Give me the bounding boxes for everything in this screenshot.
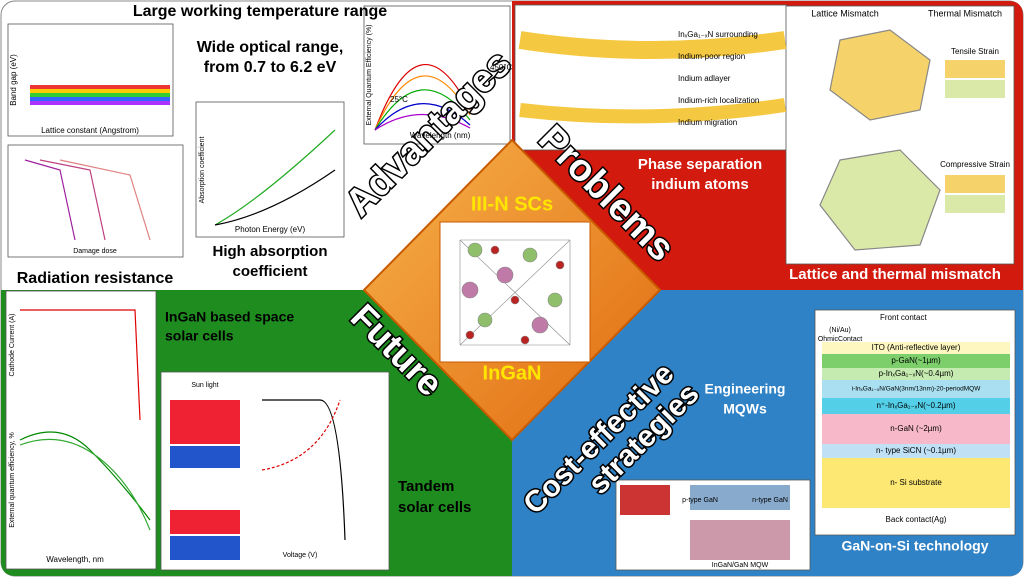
future-item: solar cells [398, 499, 471, 516]
layer-label: i-InₓGa₁₋ₓN/GaN(3nm/13nm)-20-periodMQW [852, 386, 982, 393]
stack-layer [822, 354, 1010, 368]
layer-label: n- type SiCN (~0.1µm) [876, 446, 956, 455]
crystal [459, 239, 571, 346]
panel-title: Tensile Strain [951, 47, 999, 56]
annotation: 25°C [390, 95, 408, 104]
advantage: Radiation resistance [17, 270, 174, 287]
advantage: coefficient [232, 263, 307, 280]
stack-label: (Ni/Au) [829, 327, 851, 334]
axis-label: External Quantum Efficiency (%) [366, 24, 373, 125]
legend-entry: Indium adlayer [678, 74, 731, 83]
problem: Phase separation [638, 156, 762, 173]
axis-label: External quantum efficiency, % [9, 432, 16, 527]
axis-label: Absorption coefficient [199, 137, 206, 204]
mqw-label: InGaN/GaN MQW [712, 562, 769, 569]
axis-label: Wavelength (nm) [410, 131, 471, 140]
legend-entry: Indium-poor region [678, 52, 745, 61]
layer-label: ITO (Anti-reflective layer) [872, 343, 961, 352]
axis-label: Band gap (eV) [9, 54, 18, 106]
advantage: Large working temperature range [133, 3, 387, 20]
future-item: Tandem [398, 478, 454, 495]
stack-layer [822, 414, 1010, 444]
axis-label: Lattice constant (Angstrom) [41, 126, 139, 135]
layer-label: n-GaN (~2µm) [890, 424, 942, 433]
mqw-label: n-type GaN [752, 497, 788, 504]
strategy: Engineering [705, 381, 786, 397]
future-item: solar cells [165, 328, 234, 344]
problem: indium atoms [651, 176, 749, 193]
mqw-label: p-type GaN [682, 497, 718, 504]
advantage: Wide optical range, [197, 39, 344, 56]
stack-layer [822, 444, 1010, 458]
stack-layer [822, 380, 1010, 398]
annotation: Sun light [191, 382, 218, 389]
layer-label: p-GaN(~1µm) [891, 356, 941, 365]
axis-label: Cathode Current (A) [9, 313, 16, 376]
layer-label: n- Si substrate [890, 478, 942, 487]
advantage: from 0.7 to 6.2 eV [204, 59, 337, 76]
strategy: GaN-on-Si technology [842, 538, 989, 554]
stack-label: Front contact [880, 313, 927, 322]
advantage: High absorption [213, 243, 328, 260]
axis-label: Damage dose [73, 248, 117, 255]
legend-entry: Indium migration [678, 118, 737, 127]
stack-label: OhmicContact [818, 336, 862, 343]
future-item: InGaN based space [165, 309, 294, 325]
stack-layer [822, 398, 1010, 414]
panel-title: Thermal Mismatch [928, 8, 1002, 18]
legend-entry: Indium-rich localization [678, 96, 759, 105]
annotation: 450°C [490, 63, 513, 72]
axis-label: Photon Energy (eV) [235, 225, 306, 234]
panel-title: Lattice Mismatch [811, 8, 879, 18]
inset-art [19, 29, 1005, 560]
stack-layer [822, 458, 1010, 508]
center-subtitle: InGaN [483, 362, 542, 384]
panel-title: Compressive Strain [940, 160, 1010, 169]
stack-label: Back contact(Ag) [886, 515, 947, 524]
stack-layer [822, 342, 1010, 354]
axis-label: Voltage (V) [283, 552, 318, 559]
center-title: III-N SCs [471, 193, 553, 215]
stack-layer [822, 368, 1010, 380]
layer-label: p-InₓGa₁₋ₓN(~0.4µm) [879, 369, 954, 378]
problem: Lattice and thermal mismatch [789, 266, 1001, 283]
legend-entry: InₓGa₁₋ₓN surrounding [678, 30, 758, 39]
strategy: MQWs [723, 401, 767, 417]
layer-label: n⁺-InₓGa₁₋ₓN(~0.2µm) [876, 401, 955, 410]
axis-label: Wavelength, nm [46, 555, 104, 564]
